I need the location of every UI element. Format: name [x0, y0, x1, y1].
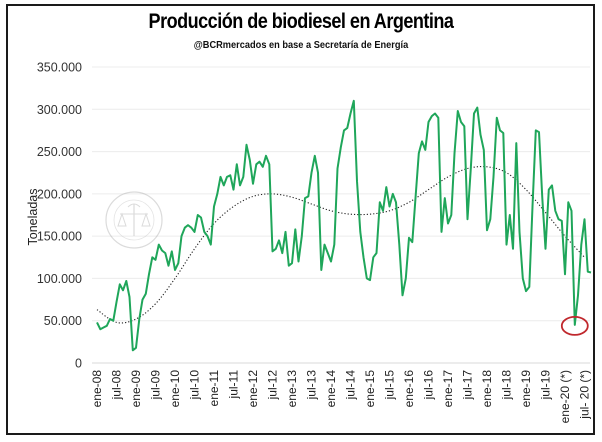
chart-subtitle: @BCRmercados en base a Secretaría de Ene… — [193, 39, 409, 51]
x-tick-label: ene-10 — [168, 370, 182, 408]
y-tick-label: 150.000 — [37, 230, 82, 244]
data-points — [97, 101, 591, 351]
watermark-seal — [105, 191, 163, 249]
production-line — [96, 99, 592, 352]
x-tick-label: ene-13 — [285, 370, 299, 408]
trend-line — [96, 165, 585, 324]
x-tick-label: jul- 20 (*) — [578, 370, 592, 420]
y-tick-label: 200.000 — [37, 187, 82, 201]
x-tick-label: jul-18 — [500, 370, 514, 401]
y-tick-label: 250.000 — [37, 145, 82, 159]
x-axis-ticks: ene-08 jul-08 ene-09 jul-09 ene-10 jul-10 ene-… — [90, 370, 592, 424]
x-tick-label: jul-19 — [539, 370, 553, 401]
y-tick-label: 350.000 — [37, 61, 82, 75]
x-tick-label: jul-09 — [149, 370, 163, 401]
x-tick-label: jul-14 — [344, 370, 358, 401]
x-tick-label: ene-20 (*) — [558, 370, 572, 423]
y-tick-label: 50.000 — [44, 314, 82, 328]
y-tick-label: 300.000 — [37, 103, 82, 117]
gridlines — [92, 66, 590, 364]
y-tick-label: 100.000 — [37, 272, 82, 286]
y-tick-label: 0 — [75, 357, 82, 371]
x-tick-label: jul-10 — [188, 370, 202, 401]
x-tick-label: ene-14 — [324, 370, 338, 408]
x-tick-label: jul-11 — [227, 370, 241, 400]
x-tick-label: jul-15 — [383, 370, 397, 401]
x-tick-label: ene-08 — [90, 370, 104, 408]
x-tick-label: ene-15 — [363, 370, 377, 408]
annotation-circle — [560, 315, 589, 336]
x-tick-label: jul-17 — [461, 370, 475, 401]
y-axis-label: Toneladas — [26, 189, 40, 246]
x-tick-label: ene-19 — [519, 370, 533, 408]
y-axis-ticks: 0 50.000 100.000 150.000 200.000 250.000 300.0… — [37, 61, 82, 371]
x-tick-label: jul-12 — [266, 370, 280, 401]
x-tick-label: ene-09 — [129, 370, 143, 408]
x-tick-label: ene-17 — [441, 370, 455, 408]
x-tick-label: ene-18 — [480, 370, 494, 408]
x-tick-label: jul-13 — [305, 370, 319, 401]
x-tick-label: ene-16 — [402, 370, 416, 408]
chart-title: Producción de biodiesel en Argentina — [148, 10, 454, 33]
x-tick-label: ene-11 — [207, 370, 221, 407]
x-tick-label: jul-08 — [110, 370, 124, 401]
x-tick-label: jul-16 — [422, 370, 436, 401]
x-tick-label: ene-12 — [246, 370, 260, 408]
